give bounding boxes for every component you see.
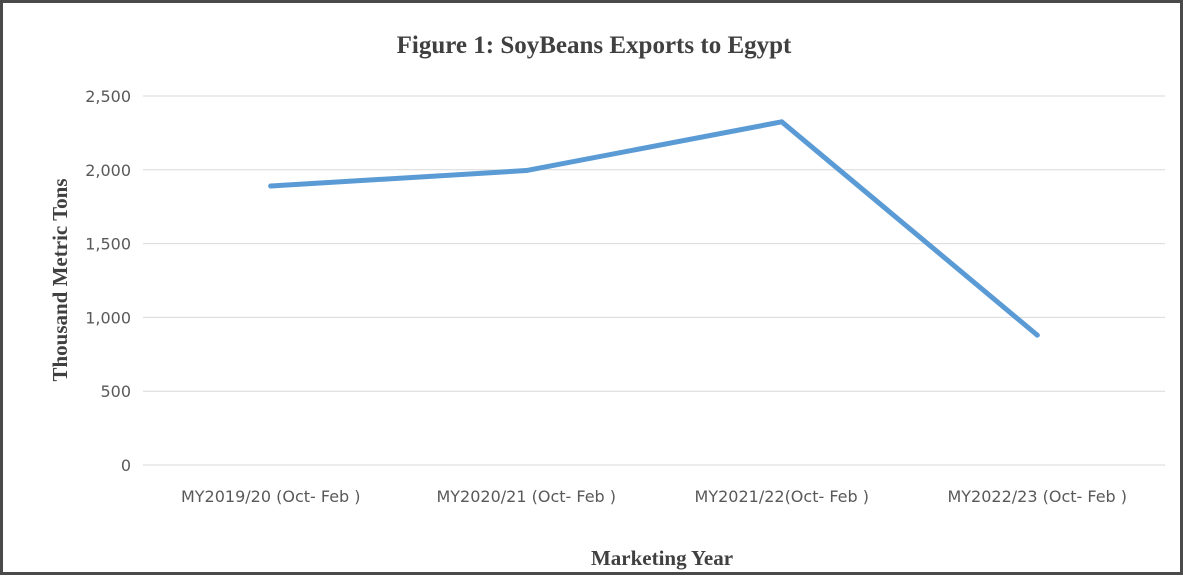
y-tick-label: 1,500 xyxy=(85,235,131,254)
y-tick-labels: 0 500 1,000 1,500 2,000 2,500 xyxy=(85,87,131,475)
y-tick-label: 2,500 xyxy=(85,87,131,106)
y-tick-label: 0 xyxy=(121,456,131,475)
x-tick-label: MY2021/22(Oct- Feb ) xyxy=(695,487,869,506)
series-layer xyxy=(268,119,1040,338)
y-tick-label: 500 xyxy=(100,382,131,401)
y-axis-title: Thousand Metric Tons xyxy=(48,178,72,381)
data-point xyxy=(268,183,274,189)
gridlines xyxy=(143,95,1165,466)
x-tick-label: MY2020/21 (Oct- Feb ) xyxy=(436,487,616,506)
x-tick-label: MY2022/23 (Oct- Feb ) xyxy=(947,487,1127,506)
y-tick-label: 1,000 xyxy=(85,308,131,327)
x-axis-title: Marketing Year xyxy=(591,546,733,570)
line-chart: Figure 1: SoyBeans Exports to Egypt 0 500… xyxy=(48,32,1165,570)
data-point xyxy=(1034,332,1040,338)
data-point xyxy=(779,119,785,125)
data-point xyxy=(523,168,529,174)
y-tick-label: 2,000 xyxy=(85,161,131,180)
chart-title: Figure 1: SoyBeans Exports to Egypt xyxy=(397,32,792,59)
series-line xyxy=(268,119,1040,338)
x-tick-label: MY2019/20 (Oct- Feb ) xyxy=(181,487,361,506)
x-tick-labels: MY2019/20 (Oct- Feb ) MY2020/21 (Oct- Feb… xyxy=(181,487,1127,506)
